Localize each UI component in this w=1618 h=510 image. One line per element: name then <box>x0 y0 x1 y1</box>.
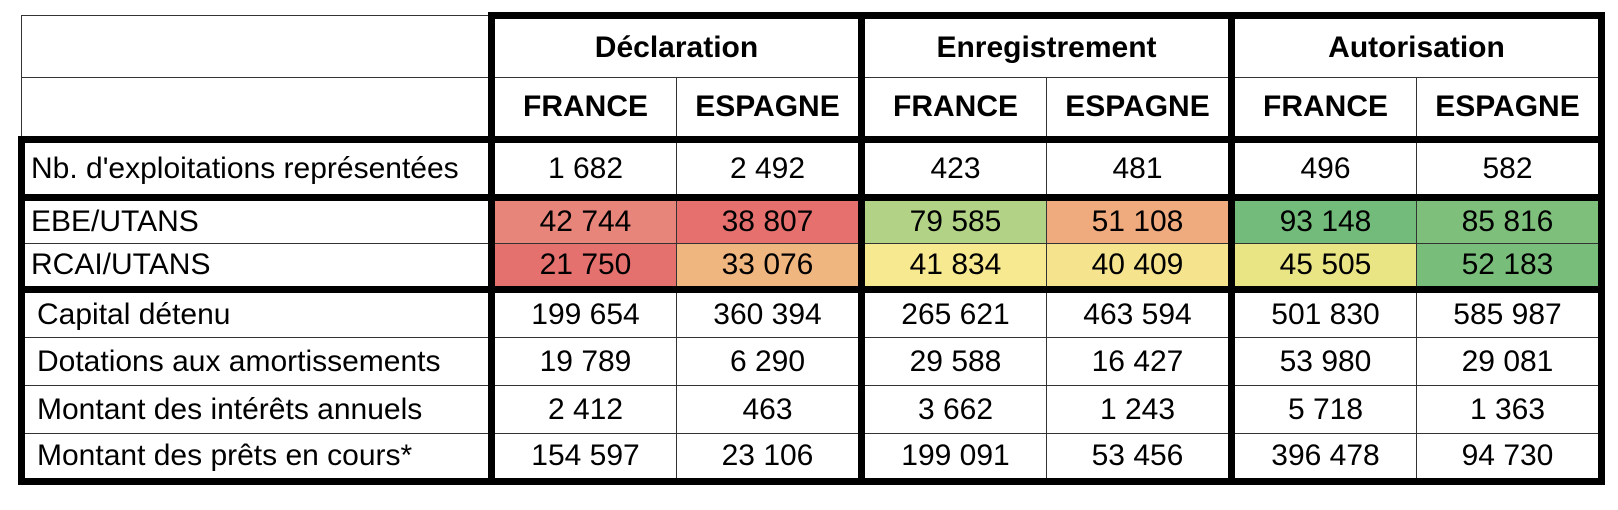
value-cell: 2 412 <box>488 385 677 434</box>
value-cell: 463 <box>676 385 862 434</box>
country-header: ESPAGNE <box>1416 77 1605 143</box>
table-row: Montant des intérêts annuels 2 412 463 3 66… <box>18 385 1605 434</box>
value-cell: 396 478 <box>1228 433 1417 485</box>
value-cell: 501 830 <box>1228 289 1417 338</box>
value-cell: 33 076 <box>676 243 862 293</box>
country-header: FRANCE <box>1228 77 1417 143</box>
table-row: Montant des prêts en cours* 154 597 23 106… <box>18 433 1605 485</box>
table-row: RCAI/UTANS 21 750 33 076 41 834 40 409 45 505… <box>18 243 1605 293</box>
value-cell: 79 585 <box>858 197 1047 244</box>
value-cell: 19 789 <box>488 337 677 386</box>
value-cell: 154 597 <box>488 433 677 485</box>
value-cell: 85 816 <box>1416 197 1605 244</box>
table-row: Capital détenu 199 654 360 394 265 621 463 5… <box>18 289 1605 338</box>
corner-cell <box>21 77 495 143</box>
table-row: Nb. d'exploitations représentées 1 682 2 4… <box>18 139 1605 201</box>
value-cell: 29 588 <box>858 337 1047 386</box>
value-cell: 481 <box>1046 139 1232 201</box>
value-cell: 23 106 <box>676 433 862 485</box>
value-cell: 199 654 <box>488 289 677 338</box>
value-cell: 3 662 <box>858 385 1047 434</box>
group-header: Enregistrement <box>858 12 1235 78</box>
value-cell: 29 081 <box>1416 337 1605 386</box>
value-cell: 1 243 <box>1046 385 1232 434</box>
table-row: EBE/UTANS 42 744 38 807 79 585 51 108 93 148 8… <box>18 197 1605 244</box>
row-label: RCAI/UTANS <box>18 243 495 293</box>
row-label: EBE/UTANS <box>18 197 495 244</box>
value-cell: 94 730 <box>1416 433 1605 485</box>
value-cell: 1 682 <box>488 139 677 201</box>
value-cell: 53 980 <box>1228 337 1417 386</box>
value-cell: 5 718 <box>1228 385 1417 434</box>
country-header: FRANCE <box>858 77 1047 143</box>
row-label: Montant des prêts en cours* <box>18 433 495 485</box>
value-cell: 1 363 <box>1416 385 1605 434</box>
row-label: Nb. d'exploitations représentées <box>18 139 495 201</box>
value-cell: 199 091 <box>858 433 1047 485</box>
group-header: Autorisation <box>1228 12 1605 78</box>
value-cell: 6 290 <box>676 337 862 386</box>
value-cell: 360 394 <box>676 289 862 338</box>
value-cell: 2 492 <box>676 139 862 201</box>
group-header: Déclaration <box>488 12 865 78</box>
value-cell: 52 183 <box>1416 243 1605 293</box>
value-cell: 45 505 <box>1228 243 1417 293</box>
country-header: ESPAGNE <box>676 77 865 143</box>
value-cell: 496 <box>1228 139 1417 201</box>
corner-cell <box>21 15 495 78</box>
row-label: Capital détenu <box>18 289 495 338</box>
value-cell: 41 834 <box>858 243 1047 293</box>
value-cell: 42 744 <box>488 197 677 244</box>
value-cell: 423 <box>858 139 1047 201</box>
value-cell: 463 594 <box>1046 289 1232 338</box>
value-cell: 582 <box>1416 139 1605 201</box>
value-cell: 40 409 <box>1046 243 1232 293</box>
value-cell: 53 456 <box>1046 433 1232 485</box>
value-cell: 51 108 <box>1046 197 1232 244</box>
value-cell: 585 987 <box>1416 289 1605 338</box>
data-table: Déclaration Enregistrement Autorisation FRA… <box>18 12 1605 485</box>
table-row: Dotations aux amortissements 19 789 6 290 2… <box>18 337 1605 386</box>
value-cell: 16 427 <box>1046 337 1232 386</box>
country-header: ESPAGNE <box>1046 77 1235 143</box>
country-header: FRANCE <box>488 77 677 143</box>
row-label: Dotations aux amortissements <box>18 337 495 386</box>
row-label: Montant des intérêts annuels <box>18 385 495 434</box>
value-cell: 21 750 <box>488 243 677 293</box>
value-cell: 93 148 <box>1228 197 1417 244</box>
table-row: FRANCE ESPAGNE FRANCE ESPAGNE FRANCE ESPAGNE <box>21 77 1605 143</box>
value-cell: 265 621 <box>858 289 1047 338</box>
value-cell: 38 807 <box>676 197 862 244</box>
table-row: Déclaration Enregistrement Autorisation <box>21 12 1605 78</box>
